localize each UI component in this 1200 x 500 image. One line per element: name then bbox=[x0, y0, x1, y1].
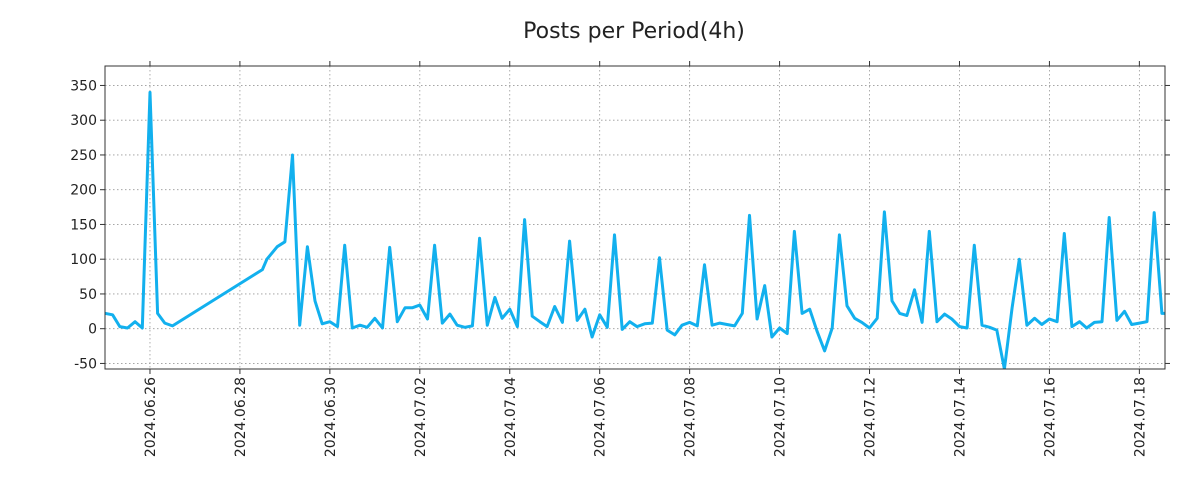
plot-frame bbox=[104, 65, 1166, 370]
grid bbox=[105, 66, 1165, 369]
x-tick-label: 2024.07.16 bbox=[1042, 377, 1058, 457]
chart-title: Posts per Period(4h) bbox=[523, 19, 745, 44]
x-tick-label: 2024.07.04 bbox=[503, 377, 519, 457]
y-tick-label: 0 bbox=[88, 322, 97, 338]
x-tick-label: 2024.07.06 bbox=[593, 377, 609, 457]
y-tick-label: 100 bbox=[70, 252, 97, 268]
y-tick-label: 300 bbox=[70, 113, 97, 129]
x-tick-label: 2024.07.14 bbox=[952, 377, 968, 457]
x-tick-label: 2024.06.26 bbox=[143, 377, 159, 457]
y-axis: -50 0 50 100 150 200 250 300 350 bbox=[70, 78, 1170, 372]
series-line-posts bbox=[105, 90, 1165, 369]
x-tick-label: 2024.06.28 bbox=[233, 377, 249, 457]
series-layer bbox=[105, 90, 1165, 369]
y-tick-label: -50 bbox=[74, 356, 97, 372]
x-tick-label: 2024.07.02 bbox=[413, 377, 429, 457]
y-tick-label: 250 bbox=[70, 148, 97, 164]
x-tick-label: 2024.07.12 bbox=[863, 377, 879, 457]
x-axis: 2024.06.26 2024.06.28 2024.06.30 2024.07.02… bbox=[143, 61, 1148, 457]
x-tick-label: 2024.07.10 bbox=[773, 377, 789, 457]
y-tick-label: 350 bbox=[70, 78, 97, 94]
y-tick-label: 150 bbox=[70, 217, 97, 233]
x-tick-label: 2024.07.08 bbox=[683, 377, 699, 457]
y-tick-label: 50 bbox=[79, 287, 97, 303]
x-tick-label: 2024.07.18 bbox=[1132, 377, 1148, 457]
x-tick-label: 2024.06.30 bbox=[323, 377, 339, 457]
y-tick-label: 200 bbox=[70, 183, 97, 199]
